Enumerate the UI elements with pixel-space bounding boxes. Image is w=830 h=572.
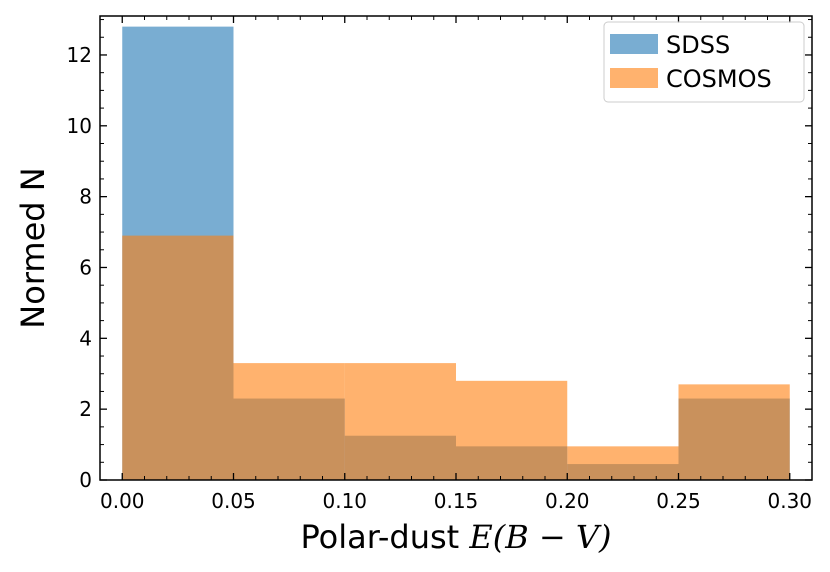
bar-cosmos-2 [344, 363, 456, 480]
x-tick-label: 0.20 [545, 489, 590, 513]
x-axis-label-prefix: Polar-dust [301, 518, 470, 556]
plot-frame [99, 15, 813, 481]
y-tick-label: 6 [79, 255, 92, 279]
x-axis-label-math: E(B − V) [468, 518, 611, 556]
legend-swatch-sdss [610, 34, 658, 54]
bar-cosmos-4 [567, 446, 679, 480]
y-tick-label: 2 [79, 397, 92, 421]
legend: SDSS COSMOS [603, 21, 805, 103]
x-tick-label: 0.30 [767, 489, 812, 513]
bars-layer [122, 26, 790, 481]
bar-cosmos-3 [456, 380, 568, 480]
y-tick-label: 4 [79, 326, 92, 350]
bar-cosmos-1 [233, 363, 345, 480]
ticks-layer: 0.00 0.05 0.10 0.15 0.20 0.25 0.30 0 2 4 6 8 10 12 [67, 16, 812, 513]
legend-label-sdss: SDSS [666, 31, 730, 59]
y-tick-label: 0 [79, 468, 92, 492]
x-tick-label: 0.25 [656, 489, 701, 513]
y-tick-label: 12 [67, 43, 92, 67]
x-tick-label: 0.10 [322, 489, 367, 513]
legend-swatch-cosmos [610, 68, 658, 88]
legend-label-cosmos: COSMOS [666, 65, 772, 93]
y-tick-label: 8 [79, 185, 92, 209]
x-tick-label: 0.05 [211, 489, 256, 513]
x-tick-label: 0.00 [100, 489, 145, 513]
x-axis-label: Polar-dust E(B − V) [301, 518, 612, 556]
x-tick-label: 0.15 [434, 489, 479, 513]
bar-cosmos-5 [678, 384, 790, 480]
y-axis-label: Normed N [14, 167, 52, 328]
bar-cosmos-0 [122, 235, 234, 480]
y-tick-label: 10 [67, 114, 92, 138]
